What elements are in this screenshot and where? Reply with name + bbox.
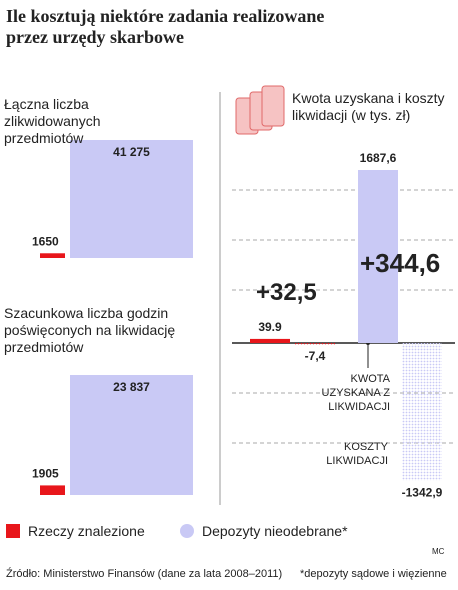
bar [40,253,65,258]
source: Źródło: Ministerstwo Finansów (dane za l… [6,568,283,580]
income-bar [358,170,398,343]
value-label: 1687,6 [360,151,397,165]
value-label: 39.9 [258,320,282,334]
title: Ile kosztują niektóre zadania realizowan… [6,6,325,47]
credit: MC [432,547,445,556]
value-label: -7,4 [305,349,326,363]
net-label: +344,6 [360,248,440,278]
value-label: -1342,9 [402,486,443,500]
chart-title: Szacunkowa liczba godzin poświęconych na… [4,305,176,355]
income-bar [250,338,290,343]
legend-swatch [6,524,20,538]
chart-title: Kwota uzyskana i koszty likwidacji (w ty… [292,90,445,123]
value-label: 1905 [32,466,59,480]
coins-icon [235,85,285,135]
value-label: 23 837 [113,380,150,394]
legend-label: Depozyty nieodebrane* [202,523,348,539]
legend-label: Rzeczy znalezione [28,523,145,539]
bar [40,485,65,495]
footnote: *depozyty sądowe i więzienne [300,568,447,580]
value-label: 41 275 [113,145,150,159]
cost-bar [402,343,442,481]
chart-title: Łączna liczba zlikwidowanych przedmiotów [4,96,101,146]
value-label: 1650 [32,234,59,248]
bar [70,375,193,495]
cost-bar [295,343,335,346]
net-label: +32,5 [256,279,317,306]
annotation: KOSZTY LIKWIDACJI [326,441,388,467]
annotation: KWOTA UZYSKANA Z LIKWIDACJI [321,373,390,413]
bar [70,140,193,258]
legend-swatch [180,524,194,538]
